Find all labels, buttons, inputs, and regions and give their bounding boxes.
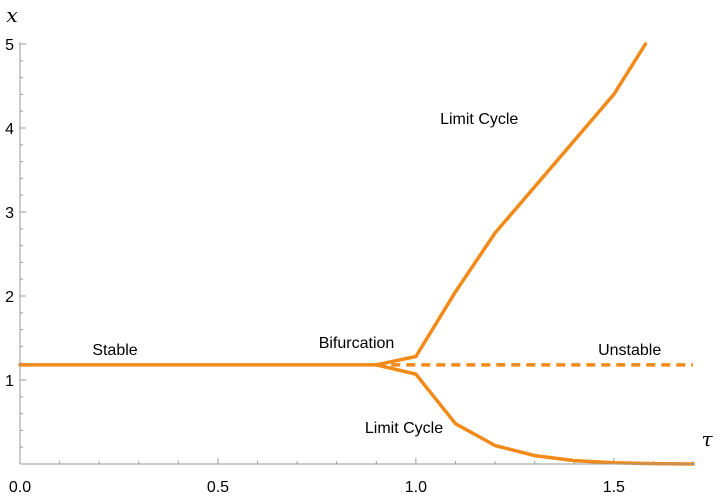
y-tick-label: 2 <box>5 289 14 306</box>
y-tick-label: 5 <box>5 37 14 54</box>
y-tick-label: 1 <box>5 373 14 390</box>
tick-marks <box>19 43 694 465</box>
x-tick-label: 0.5 <box>207 479 229 496</box>
x-axis-title: τ <box>701 427 713 451</box>
x-tick-label: 0.0 <box>9 479 31 496</box>
annotation-label: Stable <box>92 342 137 359</box>
annotation-label: Limit Cycle <box>365 420 443 437</box>
x-tick-label: 1.5 <box>603 479 625 496</box>
y-tick-label: 4 <box>5 121 14 138</box>
series-group <box>18 42 695 466</box>
tick-labels: 0.0 0.5 1.0 1.5 1 2 3 4 5 <box>5 37 625 496</box>
series-line-limit-cycle-lower <box>374 363 695 466</box>
annotation-label: Bifurcation <box>319 335 395 352</box>
x-tick-label: 1.0 <box>405 479 427 496</box>
annotations: Stable Bifurcation Limit Cycle Unstable Limi… <box>92 111 661 437</box>
annotation-label: Limit Cycle <box>440 111 518 128</box>
y-tick-label: 3 <box>5 205 14 222</box>
series-line-limit-cycle-upper <box>374 42 648 367</box>
axes-group <box>19 42 695 465</box>
y-axis-title: x <box>6 3 17 27</box>
annotation-label: Unstable <box>598 342 661 359</box>
